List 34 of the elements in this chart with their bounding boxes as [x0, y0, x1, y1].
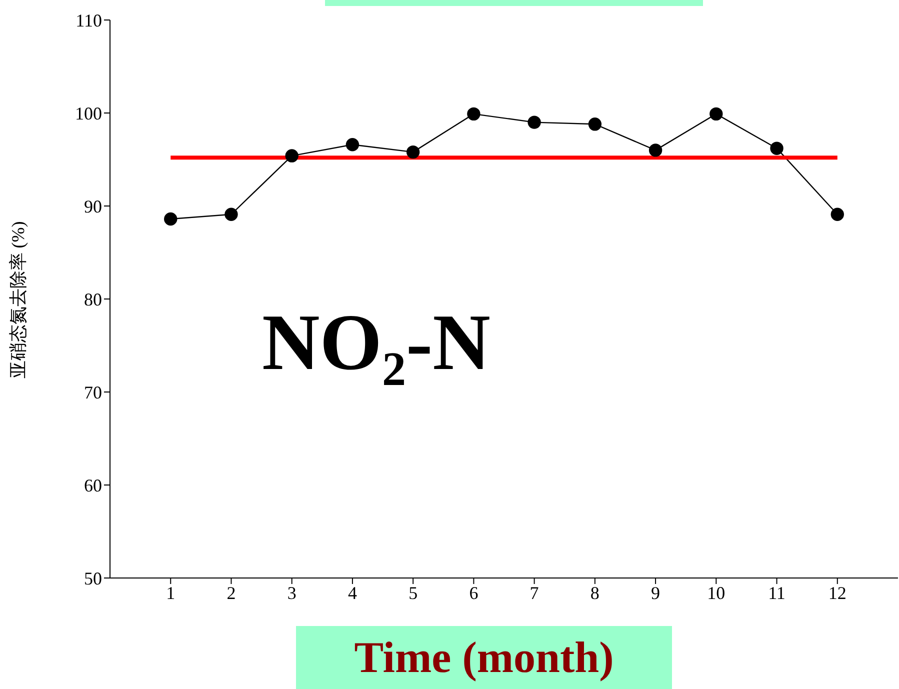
- x-tick-label: 11: [768, 582, 786, 603]
- y-tick-label: 70: [84, 382, 102, 402]
- y-tick-label: 80: [84, 289, 102, 310]
- y-tick-label: 110: [76, 10, 102, 30]
- point: [710, 107, 723, 121]
- y-tick-label: 100: [75, 103, 102, 124]
- x-axis-title: Time (month): [296, 626, 672, 689]
- point: [648, 144, 662, 157]
- point: [164, 212, 178, 226]
- x-tick-label: 10: [707, 582, 726, 603]
- point: [285, 149, 298, 162]
- x-tick-label: 8: [590, 582, 600, 603]
- point: [588, 118, 602, 131]
- point: [467, 107, 480, 121]
- point: [224, 208, 238, 221]
- x-tick-label: 1: [166, 582, 176, 603]
- y-tick-label: 90: [84, 196, 102, 216]
- x-tick-label: 3: [287, 582, 296, 603]
- x-tick-label: 2: [226, 582, 236, 603]
- x-tick-label: 12: [828, 582, 846, 603]
- point: [406, 145, 420, 159]
- x-tick-label: 7: [530, 582, 539, 603]
- point: [770, 142, 784, 155]
- x-tick-label: 5: [408, 582, 418, 603]
- x-tick-label: 6: [469, 582, 478, 603]
- point: [346, 138, 360, 152]
- point: [830, 208, 844, 221]
- annotation: NO₂-N: [262, 298, 490, 389]
- y-tick-label: 60: [84, 475, 102, 496]
- y-tick-label: 50: [84, 568, 102, 588]
- x-tick-label: 9: [651, 582, 660, 603]
- x-tick-label: 4: [348, 582, 357, 603]
- y-axis-title: 亚硝态氮去除率 (%): [7, 221, 29, 379]
- point: [528, 116, 541, 129]
